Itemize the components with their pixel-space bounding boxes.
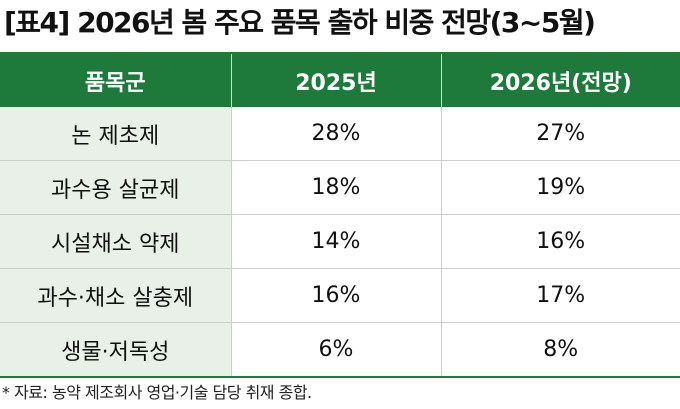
row-2025-value: 6% [230,322,441,378]
header-2025: 2025년 [230,52,441,107]
table-row: 생물·저독성 6% 8% [0,322,680,378]
header-row: 품목군 2025년 2026년(전망) [0,52,680,107]
table-title: [표4] 2026년 봄 주요 품목 출하 비중 전망(3~5월) [4,6,596,39]
row-2026-value: 16% [440,214,680,269]
source-footnote: * 자료: 농약 제조회사 영업·기술 담당 취재 종합. [2,383,312,402]
table-row: 과수·채소 살충제 16% 17% [0,268,680,323]
row-2025-value: 28% [230,107,441,161]
row-2026-value: 17% [440,268,680,323]
row-2026-value: 8% [440,322,680,378]
row-category: 시설채소 약제 [0,214,231,269]
header-category: 품목군 [0,52,231,107]
row-category: 과수용 살균제 [0,160,231,215]
row-2025-value: 16% [230,268,441,323]
row-category: 생물·저독성 [0,322,231,378]
row-2026-value: 19% [440,160,680,215]
table-row: 시설채소 약제 14% 16% [0,214,680,269]
row-2025-value: 14% [230,214,441,269]
row-category: 논 제초제 [0,107,231,161]
row-category: 과수·채소 살충제 [0,268,231,323]
data-table: 품목군 2025년 2026년(전망) 논 제초제 28% 27% 과수용 살균… [0,52,680,378]
row-2025-value: 18% [230,160,441,215]
header-2026-forecast: 2026년(전망) [440,52,680,107]
table-row: 논 제초제 28% 27% [0,107,680,161]
table-row: 과수용 살균제 18% 19% [0,160,680,215]
row-2026-value: 27% [440,107,680,161]
